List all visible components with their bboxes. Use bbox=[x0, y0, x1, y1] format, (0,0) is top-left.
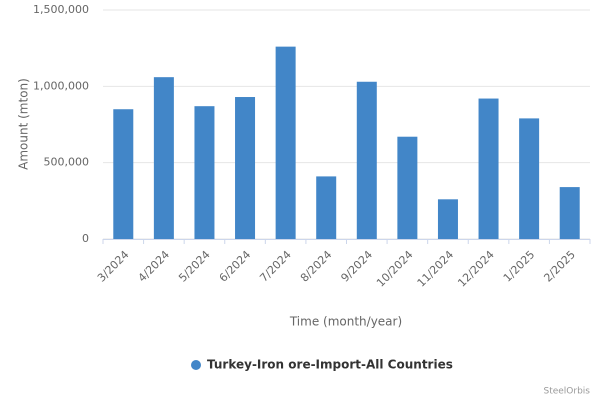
bar bbox=[194, 106, 215, 240]
x-tick-label: 3/2024 bbox=[95, 248, 132, 285]
x-tick-label: 12/2024 bbox=[455, 248, 497, 290]
x-tick-label: 11/2024 bbox=[415, 248, 457, 290]
bar bbox=[437, 199, 458, 239]
y-axis-title: Amount (mton) bbox=[17, 78, 31, 170]
bar bbox=[519, 118, 540, 239]
x-tick-label: 9/2024 bbox=[338, 248, 375, 285]
x-tick-label: 2/2025 bbox=[541, 248, 578, 285]
bar bbox=[559, 187, 580, 239]
bar bbox=[356, 81, 377, 240]
bar bbox=[153, 77, 174, 239]
credits: SteelOrbis bbox=[543, 387, 590, 397]
x-tick-label: 8/2024 bbox=[298, 248, 335, 285]
bar bbox=[397, 136, 418, 239]
y-tick-label: 1,500,000 bbox=[33, 3, 89, 16]
bar bbox=[113, 109, 134, 239]
legend-label: Turkey-Iron ore-Import-All Countries bbox=[207, 358, 453, 372]
y-tick-label: 0 bbox=[82, 232, 89, 245]
bar bbox=[316, 176, 337, 239]
y-tick-label: 1,000,000 bbox=[33, 79, 89, 92]
x-axis-title: Time (month/year) bbox=[289, 315, 402, 329]
x-tick-label: 1/2025 bbox=[501, 248, 538, 285]
bar bbox=[235, 97, 256, 240]
bar bbox=[275, 46, 296, 239]
x-tick-label: 7/2024 bbox=[257, 248, 294, 285]
legend-marker bbox=[191, 360, 201, 370]
y-tick-label: 500,000 bbox=[44, 156, 90, 169]
x-tick-label: 5/2024 bbox=[176, 248, 213, 285]
x-tick-label: 6/2024 bbox=[217, 248, 254, 285]
x-tick-label: 10/2024 bbox=[374, 248, 416, 290]
bar bbox=[478, 98, 499, 240]
x-tick-label: 4/2024 bbox=[136, 248, 173, 285]
